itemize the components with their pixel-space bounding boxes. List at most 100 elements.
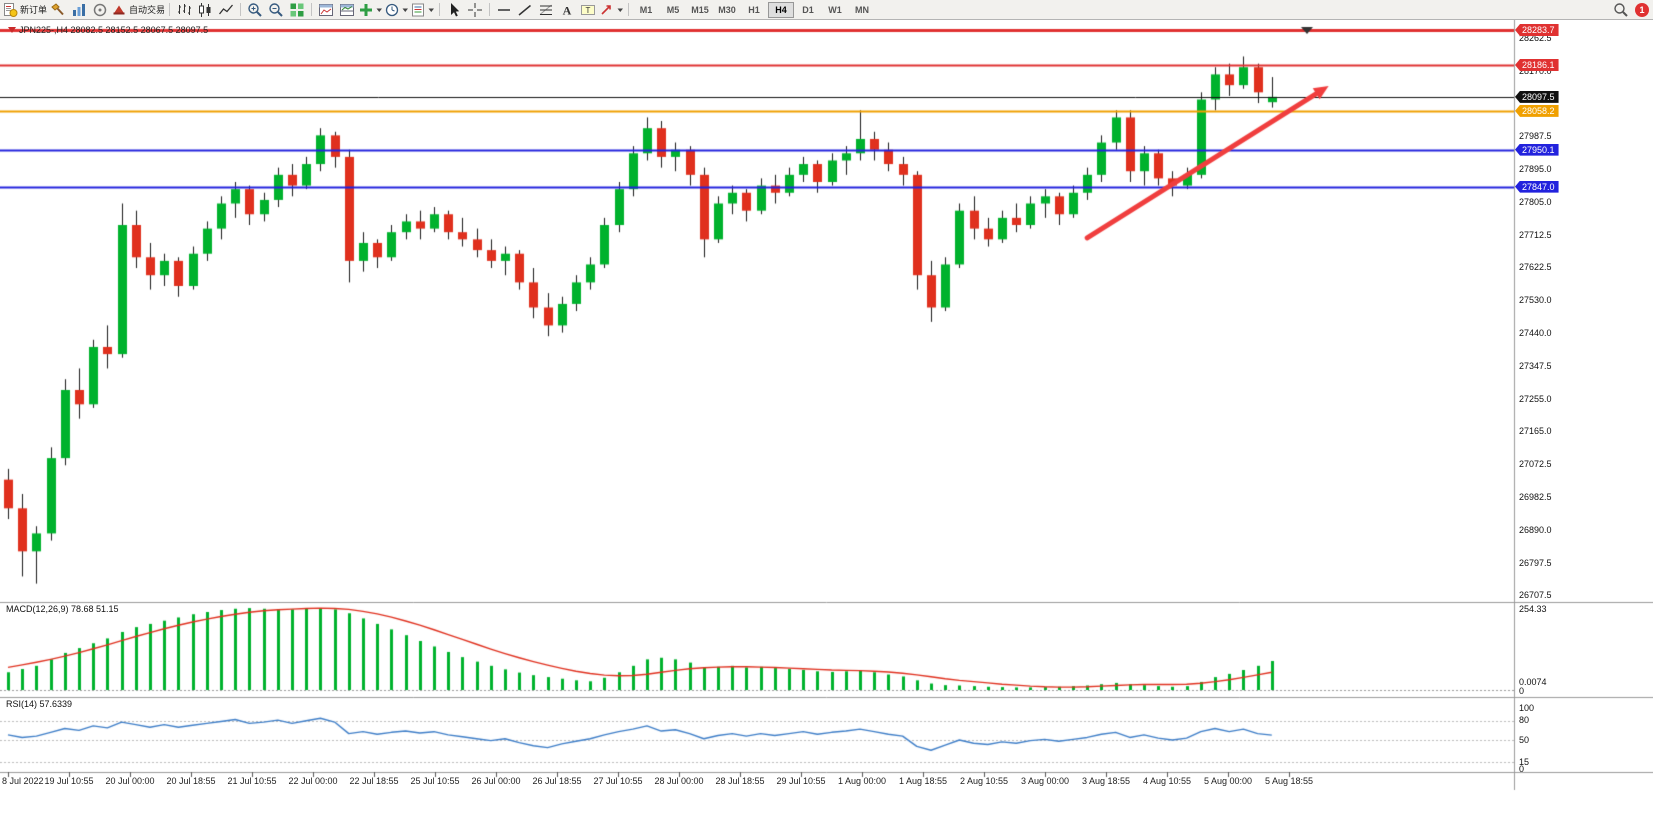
time-axis-label: 26 Jul 00:00 <box>471 776 521 786</box>
price-level-tag: 28058.2 <box>1515 104 1559 117</box>
time-axis-label: 5 Aug 18:55 <box>1264 776 1314 786</box>
macd-axis-tick: 254.33 <box>1519 604 1547 614</box>
navigator-button[interactable] <box>90 1 110 19</box>
timeframe-m30-button[interactable]: M30 <box>718 4 736 15</box>
toolbar-separator <box>169 3 171 16</box>
price-axis-tick: 26797.5 <box>1519 558 1552 568</box>
text-label-button[interactable]: T <box>578 1 598 19</box>
search-button[interactable] <box>1611 1 1631 19</box>
indicator-window-button[interactable] <box>316 1 336 19</box>
time-axis-label: 28 Jul 00:00 <box>654 776 704 786</box>
hammer-icon <box>50 2 66 18</box>
toolbar-separator <box>489 3 491 16</box>
price-axis-tick: 27530.0 <box>1519 295 1552 306</box>
time-axis-label: 22 Jul 00:00 <box>288 776 338 786</box>
rsi-axis-tick: 15 <box>1519 757 1530 767</box>
dropdown-caret-icon[interactable] <box>402 3 409 17</box>
rsi-axis-tick: 0 <box>1519 764 1525 774</box>
timeframe-m1-button[interactable]: M1 <box>639 4 653 15</box>
price-level-tag: 27847.0 <box>1515 180 1559 193</box>
time-axis-label: 1 Aug 00:00 <box>837 776 887 786</box>
main-toolbar: 新订单 自动交易 A T M1 M5 M15 M30 H1 H4 D1 W1 MN 1 <box>0 0 1653 20</box>
new-order-button[interactable]: 新订单 <box>2 1 47 19</box>
svg-text:A: A <box>563 3 572 17</box>
price-level-tag: 28186.1 <box>1515 59 1559 72</box>
price-axis-tick: 27805.0 <box>1519 196 1552 207</box>
timeframe-h4-button[interactable]: H4 <box>768 1 795 18</box>
navigator-icon <box>92 2 108 18</box>
price-level-tag: 28283.7 <box>1515 24 1559 37</box>
svg-text:T: T <box>586 5 591 14</box>
notification-badge[interactable]: 1 <box>1635 2 1649 17</box>
price-axis-tick: 26982.5 <box>1519 491 1552 502</box>
price-axis-tick: 27712.5 <box>1519 229 1552 240</box>
fibonacci-icon <box>538 2 554 18</box>
market-watch-icon <box>71 2 87 18</box>
templates-button[interactable] <box>410 1 435 19</box>
timeframe-m5-button[interactable]: M5 <box>666 4 680 15</box>
time-axis-label: 29 Jul 10:55 <box>776 776 826 786</box>
price-axis-tick: 26707.5 <box>1519 590 1552 601</box>
time-axis-label: 20 Jul 18:55 <box>166 776 216 786</box>
fibonacci-button[interactable] <box>536 1 556 19</box>
tile-windows-button[interactable] <box>287 1 307 19</box>
time-axis-label: 25 Jul 10:55 <box>410 776 460 786</box>
horizontal-line-button[interactable] <box>494 1 514 19</box>
candlestick-chart-button[interactable] <box>195 1 215 19</box>
periods-button[interactable] <box>384 1 409 19</box>
market-watch-button[interactable] <box>69 1 89 19</box>
symbol-ohlc-text: JPN225-,H4 28082.5 28152.5 28067.5 28097… <box>19 25 209 35</box>
dropdown-caret-icon[interactable] <box>428 3 435 17</box>
chart-canvas[interactable] <box>0 20 1653 832</box>
time-axis-label: 27 Jul 10:55 <box>593 776 643 786</box>
crosshair-icon <box>467 2 483 18</box>
crosshair-button[interactable] <box>465 1 485 19</box>
auto-trading-label: 自动交易 <box>129 5 166 15</box>
chart-window-button[interactable] <box>337 1 357 19</box>
symbol-ohlc-readout: JPN225-,H4 28082.5 28152.5 28067.5 28097… <box>8 25 208 35</box>
price-axis-tick: 28262.5 <box>1519 32 1552 43</box>
time-axis-label: 5 Aug 00:00 <box>1203 776 1253 786</box>
time-axis-label: 3 Aug 00:00 <box>1020 776 1070 786</box>
time-axis-label: 8 Jul 2022 <box>2 776 44 786</box>
price-axis-tick: 27895.0 <box>1519 164 1552 175</box>
cursor-button[interactable] <box>444 1 464 19</box>
macd-indicator-label: MACD(12,26,9) 78.68 51.15 <box>6 604 119 614</box>
price-axis-tick: 27440.0 <box>1519 327 1552 338</box>
timeframe-h1-button[interactable]: H1 <box>748 4 760 15</box>
text-button[interactable]: A <box>557 1 577 19</box>
zoom-in-button[interactable] <box>245 1 265 19</box>
timeframe-d1-button[interactable]: D1 <box>802 4 814 15</box>
price-axis-tick: 26890.0 <box>1519 524 1552 535</box>
add-indicator-button[interactable] <box>358 1 383 19</box>
rsi-axis-tick: 50 <box>1519 735 1530 745</box>
zoom-out-button[interactable] <box>266 1 286 19</box>
symbol-marker-icon <box>8 27 16 33</box>
hammer-button[interactable] <box>48 1 68 19</box>
dropdown-caret-icon[interactable] <box>376 3 383 17</box>
macd-axis-tick: 0 <box>1519 686 1525 696</box>
search-icon <box>1613 2 1629 18</box>
bar-chart-button[interactable] <box>174 1 194 19</box>
time-axis-label: 28 Jul 18:55 <box>715 776 765 786</box>
dropdown-caret-icon[interactable] <box>617 3 624 17</box>
rsi-indicator-label: RSI(14) 57.6339 <box>6 699 73 709</box>
auto-trading-button[interactable]: 自动交易 <box>111 1 165 19</box>
timeframe-m15-button[interactable]: M15 <box>691 4 709 15</box>
time-axis-label: 19 Jul 10:55 <box>44 776 94 786</box>
new-order-icon <box>2 2 18 18</box>
price-axis-tick: 27347.5 <box>1519 360 1552 371</box>
arrows-button[interactable] <box>599 1 624 19</box>
macd-axis-tick: 0.0074 <box>1519 677 1547 687</box>
trendline-button[interactable] <box>515 1 535 19</box>
timeframe-mn-button[interactable]: MN <box>855 4 870 15</box>
line-chart-button[interactable] <box>216 1 236 19</box>
time-axis-label: 3 Aug 18:55 <box>1081 776 1131 786</box>
timeframe-w1-button[interactable]: W1 <box>828 4 842 15</box>
periods-icon <box>384 2 400 18</box>
indicator-window-icon <box>318 2 334 18</box>
auto-trading-icon <box>111 2 127 18</box>
candlestick-chart-icon <box>197 2 213 18</box>
toolbar-separator <box>311 3 313 16</box>
add-indicator-icon <box>358 2 374 18</box>
